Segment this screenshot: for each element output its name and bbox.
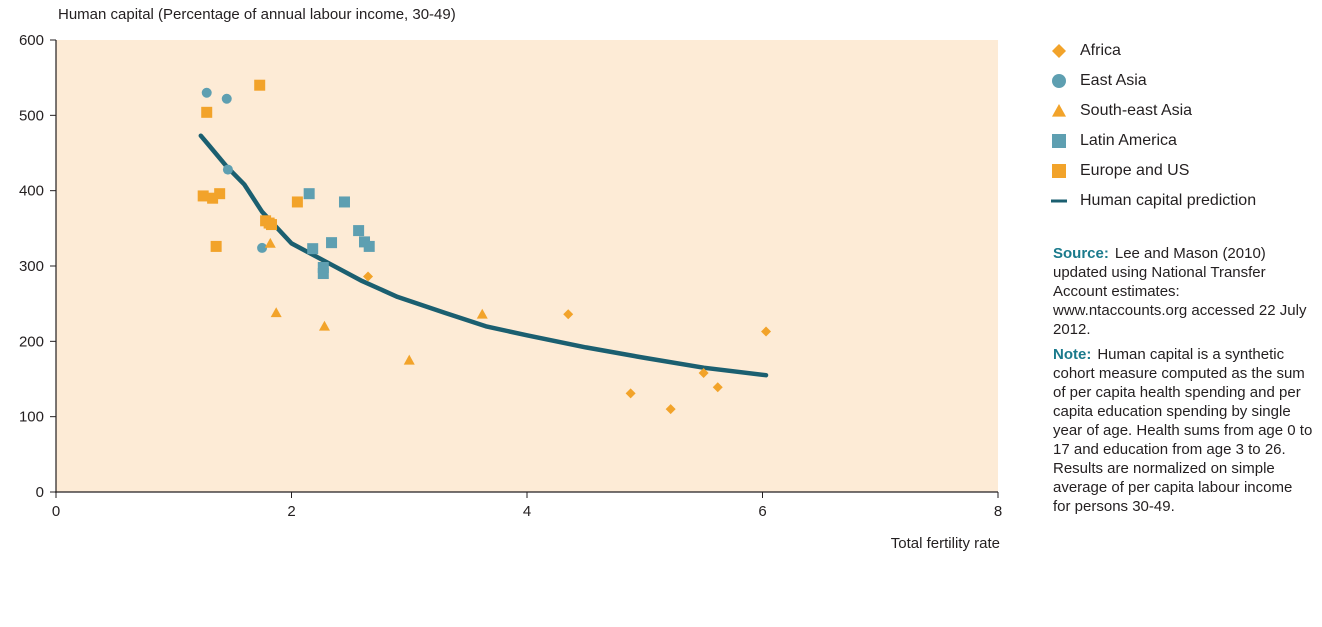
source-text: Lee and Mason (2010) updated using Natio… (1053, 245, 1307, 338)
y-tick-label: 100 (19, 409, 44, 426)
scatter-chart: 0 100 200 300 400 500 600 0 2 4 6 8 (19, 32, 1002, 520)
x-tick-label: 4 (523, 503, 531, 520)
legend-label: Latin America (1080, 132, 1177, 149)
x-tick-label: 6 (758, 503, 766, 520)
south-east-asia-point (318, 320, 330, 331)
east-asia-point (221, 93, 232, 104)
latin-america-point (326, 237, 338, 249)
legend-item-east-asia: East Asia (1050, 66, 1256, 96)
legend-item-south-east-asia: South-east Asia (1050, 96, 1256, 126)
note: Note: Human capital is a synthetic cohort… (1053, 345, 1313, 516)
south-east-asia-point (403, 354, 415, 365)
points-layer (197, 79, 772, 415)
legend-marker (1052, 134, 1066, 148)
legend-marker (1052, 104, 1066, 117)
y-tick-label: 400 (19, 183, 44, 200)
legend-marker (1052, 44, 1066, 58)
legend-marker (1052, 164, 1066, 178)
legend-item-africa: Africa (1050, 36, 1256, 66)
human-capital-prediction-line (198, 133, 769, 378)
africa-point (698, 367, 709, 378)
legend-swatch-human-capital-prediction (1051, 199, 1067, 203)
europe-and-us-point (207, 192, 219, 204)
y-tick-label: 600 (19, 32, 44, 49)
south-east-asia-point (264, 237, 276, 248)
south-east-asia-point (270, 307, 282, 318)
east-asia-point (257, 242, 268, 253)
x-tick-label: 0 (52, 503, 60, 520)
latin-america-point (363, 240, 375, 252)
legend-swatch-africa (1052, 44, 1066, 58)
y-tick-label: 0 (36, 484, 44, 501)
south-east-asia-point (476, 308, 488, 319)
legend-marker (1052, 74, 1066, 88)
europe-and-us-point (197, 190, 209, 202)
europe-and-us-point (214, 188, 226, 200)
legend-label: Europe and US (1080, 162, 1190, 179)
latin-america-point (317, 262, 329, 274)
east-asia-point (201, 87, 212, 98)
plot-area (56, 40, 998, 492)
legend-swatch-europe-and-us (1052, 164, 1066, 178)
europe-and-us-point (210, 240, 222, 252)
legend-item-latin-america: Latin America (1050, 126, 1256, 156)
latin-america-point (338, 196, 350, 208)
africa-point (363, 271, 374, 282)
axes (50, 39, 999, 498)
note-text: Human capital is a synthetic cohort meas… (1053, 346, 1313, 515)
source-note: Source: Lee and Mason (2010) updated usin… (1053, 244, 1313, 339)
y-tick-label: 300 (19, 258, 44, 275)
x-tick-label: 2 (287, 503, 295, 520)
legend-swatch-south-east-asia (1052, 104, 1066, 117)
africa-point (625, 388, 636, 399)
latin-america-point (303, 188, 315, 200)
legend-swatch-east-asia (1052, 74, 1066, 88)
europe-and-us-point (201, 106, 213, 118)
legend-item-europe-and-us: Europe and US (1050, 156, 1256, 186)
europe-and-us-point (291, 196, 303, 208)
x-tick-label: 8 (994, 503, 1002, 520)
source-label: Source: (1053, 245, 1109, 262)
europe-and-us-point (265, 219, 277, 231)
y-axis-label: Human capital (Percentage of annual labo… (58, 6, 456, 23)
x-axis-label: Total fertility rate (890, 535, 1000, 552)
legend-label: Africa (1080, 42, 1121, 59)
east-asia-point (222, 164, 233, 175)
legend-label: East Asia (1080, 72, 1147, 89)
legend-item-human-capital-prediction: Human capital prediction (1050, 186, 1256, 216)
latin-america-point (317, 268, 329, 280)
legend-label: Human capital prediction (1080, 192, 1257, 209)
tick-labels: 0 100 200 300 400 500 600 0 2 4 6 8 (19, 32, 1002, 520)
legend-swatch-latin-america (1052, 134, 1066, 148)
y-tick-label: 500 (19, 107, 44, 124)
africa-point (761, 326, 772, 337)
latin-america-point (353, 225, 365, 237)
latin-america-point (307, 243, 319, 255)
y-tick-label: 200 (19, 333, 44, 350)
prediction-line-layer (198, 133, 769, 378)
note-label: Note: (1053, 346, 1092, 363)
legend: Africa East Asia South-east Asia Latin Amer… (1050, 36, 1256, 216)
africa-point (665, 404, 676, 415)
europe-and-us-point (254, 79, 266, 91)
africa-point (712, 382, 723, 393)
legend-label: South-east Asia (1080, 102, 1193, 119)
africa-point (563, 309, 574, 320)
notes-panel: Source: Lee and Mason (2010) updated usin… (1053, 244, 1313, 522)
